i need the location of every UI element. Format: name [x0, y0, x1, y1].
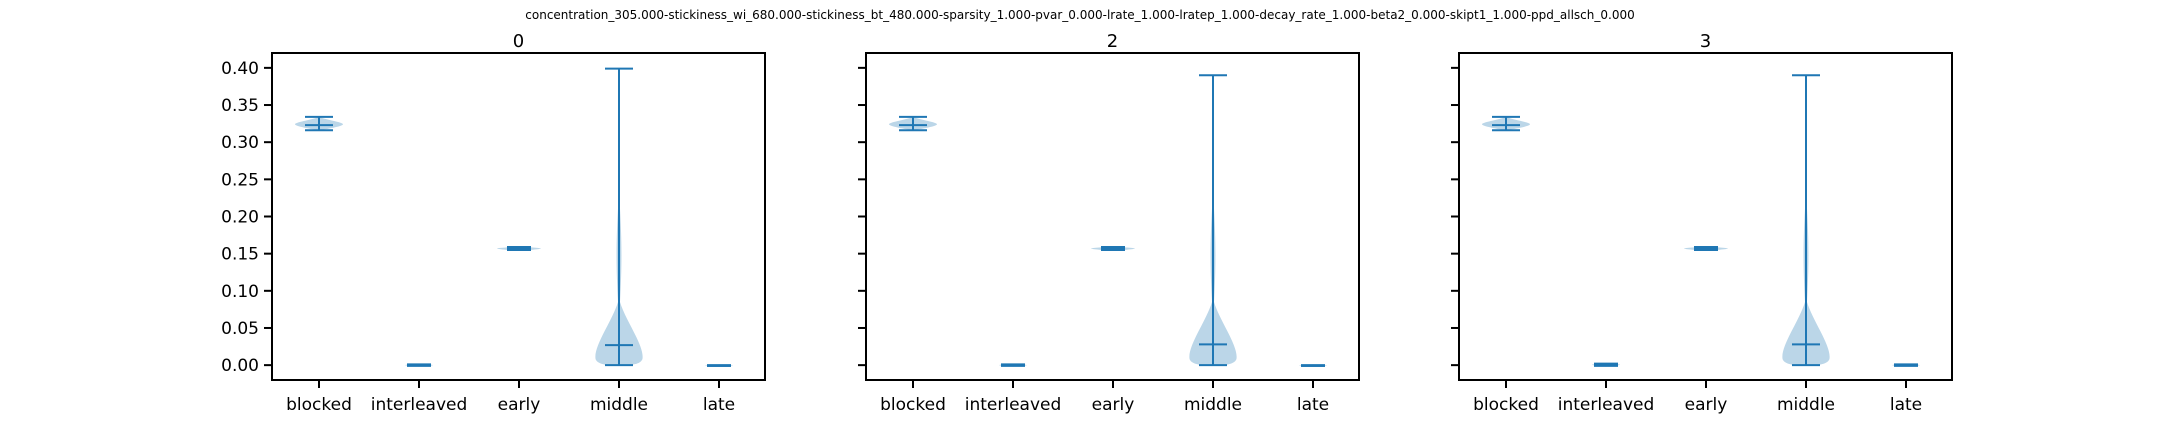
y-tick-label: 0.10 [221, 282, 259, 302]
violin-late [705, 364, 733, 367]
violin-middle [1189, 74, 1237, 367]
violin-blocked [889, 115, 937, 132]
y-tick-label: 0.35 [221, 96, 259, 116]
x-tick-label: early [1685, 395, 1728, 415]
violin-early [1091, 245, 1135, 251]
x-tick-label: late [1890, 395, 1922, 415]
panel-2: 2 blocked interleaved early middle late [858, 31, 1360, 415]
violin-interleaved [1592, 362, 1620, 367]
x-tick-label: early [498, 395, 541, 415]
y-tick-label: 0.25 [221, 170, 259, 190]
violin-early [1684, 245, 1728, 251]
x-tick-label: blocked [880, 395, 946, 415]
x-tick-label: middle [1777, 395, 1835, 415]
x-tick-label: interleaved [965, 395, 1062, 415]
x-tick-label: blocked [1473, 395, 1539, 415]
panel-3: 3 blocked interleaved early middle late [1451, 31, 1953, 415]
violin-middle [1782, 74, 1830, 367]
y-tick-label: 0.05 [221, 319, 259, 339]
y-tick-label: 0.00 [221, 356, 259, 376]
violin-early [497, 245, 541, 251]
panel-title: 3 [1700, 31, 1711, 52]
axes-frame [1458, 52, 1953, 381]
violin-late [1299, 364, 1327, 367]
axes-frame [271, 52, 766, 381]
violin-blocked [1482, 115, 1530, 132]
x-tick-label: middle [590, 395, 648, 415]
panels: 0 0.00 0.05 0.10 0.15 0.20 0.25 0.30 0.35 0.40 blo… [221, 31, 1953, 415]
panel-title: 0 [513, 31, 524, 52]
x-tick-label: interleaved [371, 395, 468, 415]
x-tick-label: blocked [286, 395, 352, 415]
violin-interleaved [999, 363, 1027, 367]
figure-suptitle: concentration_305.000-stickiness_wi_680.… [525, 8, 1634, 22]
x-tick-label: late [1297, 395, 1329, 415]
violin-blocked [295, 115, 343, 132]
axes-frame [865, 52, 1360, 381]
violin-middle [595, 67, 643, 367]
x-tick-label: late [703, 395, 735, 415]
y-tick-label: 0.40 [221, 59, 259, 79]
y-tick-label: 0.20 [221, 208, 259, 228]
panel-0: 0 0.00 0.05 0.10 0.15 0.20 0.25 0.30 0.35 0.40 blo… [221, 31, 766, 415]
x-tick-label: early [1092, 395, 1135, 415]
y-tick-label: 0.30 [221, 133, 259, 153]
y-tick-label: 0.15 [221, 245, 259, 265]
panel-title: 2 [1107, 31, 1118, 52]
x-tick-label: interleaved [1558, 395, 1655, 415]
violin-interleaved [405, 363, 433, 367]
x-tick-label: middle [1184, 395, 1242, 415]
violin-late [1892, 363, 1920, 367]
